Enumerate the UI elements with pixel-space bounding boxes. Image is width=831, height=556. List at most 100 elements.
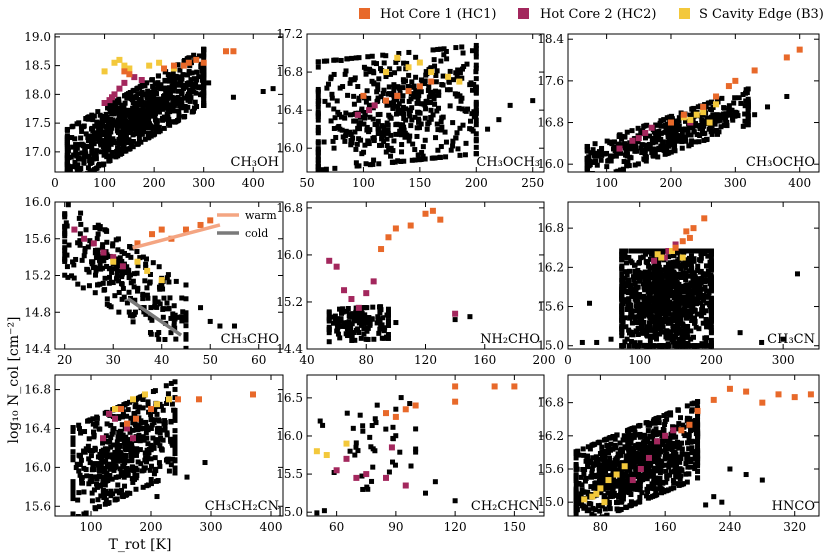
point-bulk bbox=[651, 479, 657, 485]
point-b3 bbox=[134, 258, 141, 265]
point-bulk bbox=[664, 305, 670, 311]
point-bulk bbox=[176, 108, 182, 114]
point-bulk bbox=[665, 139, 671, 145]
point-bulk bbox=[658, 290, 664, 296]
point-bulk bbox=[114, 123, 120, 129]
point-bulk bbox=[114, 107, 120, 113]
point-bulk bbox=[454, 74, 460, 80]
point-bulk bbox=[379, 322, 385, 328]
point-bulk bbox=[116, 100, 122, 106]
point-bulk bbox=[91, 429, 97, 435]
point-bulk bbox=[685, 303, 691, 309]
point-bulk bbox=[330, 138, 336, 144]
point-bulk bbox=[71, 275, 77, 281]
point-bulk bbox=[639, 451, 645, 457]
point-bulk bbox=[406, 98, 412, 104]
point-bulk bbox=[696, 139, 702, 145]
point-bulk bbox=[684, 309, 690, 315]
point-bulk bbox=[351, 93, 357, 99]
point-bulk bbox=[579, 482, 585, 488]
point-bulk bbox=[635, 267, 641, 273]
point-bulk bbox=[206, 80, 212, 86]
point-bulk bbox=[671, 269, 677, 275]
point-bulk bbox=[87, 460, 93, 466]
point-bulk bbox=[108, 153, 114, 159]
y-tick-label: 16.0 bbox=[276, 429, 303, 443]
point-bulk bbox=[423, 72, 429, 78]
point-bulk bbox=[387, 66, 393, 72]
point-bulk bbox=[95, 461, 101, 467]
point-bulk bbox=[367, 127, 373, 133]
point-hc1 bbox=[175, 396, 181, 403]
point-bulk bbox=[389, 159, 395, 165]
point-bulk bbox=[695, 441, 701, 447]
point-bulk bbox=[684, 330, 690, 336]
point-bulk bbox=[125, 252, 131, 258]
point-bulk bbox=[737, 330, 743, 336]
point-bulk bbox=[104, 464, 110, 470]
point-bulk bbox=[683, 277, 689, 283]
point-bulk bbox=[110, 428, 116, 434]
point-bulk bbox=[452, 317, 458, 323]
point-bulk bbox=[647, 291, 653, 297]
point-bulk bbox=[126, 275, 132, 281]
point-bulk bbox=[623, 289, 629, 295]
point-bulk bbox=[632, 268, 638, 274]
point-bulk bbox=[98, 448, 104, 454]
point-bulk bbox=[684, 314, 690, 320]
point-bulk bbox=[658, 293, 664, 299]
point-b3 bbox=[112, 406, 118, 413]
point-bulk bbox=[594, 162, 600, 168]
point-bulk bbox=[371, 70, 377, 76]
point-bulk bbox=[383, 74, 389, 80]
point-bulk bbox=[95, 222, 101, 228]
point-bulk bbox=[114, 140, 120, 146]
point-bulk bbox=[682, 328, 688, 334]
point-bulk bbox=[633, 298, 639, 304]
point-bulk bbox=[450, 120, 456, 126]
point-bulk bbox=[101, 161, 107, 167]
point-bulk bbox=[416, 119, 422, 125]
point-bulk bbox=[668, 149, 674, 155]
point-bulk bbox=[118, 141, 124, 147]
point-bulk bbox=[127, 90, 133, 96]
point-bulk bbox=[144, 285, 150, 291]
point-bulk bbox=[743, 98, 749, 104]
point-bulk bbox=[352, 452, 358, 458]
point-bulk bbox=[101, 287, 107, 293]
point-bulk bbox=[615, 141, 621, 147]
point-bulk bbox=[129, 445, 135, 451]
point-bulk bbox=[622, 134, 628, 140]
point-hc1 bbox=[383, 97, 389, 104]
point-bulk bbox=[694, 284, 700, 290]
point-bulk bbox=[355, 83, 361, 89]
point-bulk bbox=[139, 89, 145, 95]
point-bulk bbox=[601, 494, 607, 500]
point-bulk bbox=[423, 490, 428, 496]
point-bulk bbox=[83, 171, 89, 172]
point-bulk bbox=[696, 326, 702, 332]
point-hc2 bbox=[110, 254, 117, 261]
point-bulk bbox=[660, 427, 666, 433]
point-bulk bbox=[175, 62, 181, 68]
point-bulk bbox=[135, 91, 141, 97]
point-bulk bbox=[670, 301, 676, 307]
point-bulk bbox=[81, 465, 87, 471]
point-bulk bbox=[102, 147, 108, 153]
point-bulk bbox=[143, 419, 149, 425]
point-bulk bbox=[391, 96, 397, 102]
panel-label: CH₃OH bbox=[231, 155, 280, 170]
point-bulk bbox=[393, 59, 399, 65]
point-bulk bbox=[678, 127, 684, 133]
point-bulk bbox=[172, 470, 178, 476]
x-tick-label: 50 bbox=[203, 353, 218, 367]
point-bulk bbox=[463, 140, 469, 146]
point-bulk bbox=[385, 127, 391, 133]
point-bulk bbox=[188, 95, 194, 101]
point-hc1 bbox=[686, 234, 693, 241]
point-bulk bbox=[667, 316, 673, 322]
point-bulk bbox=[90, 464, 96, 470]
point-bulk bbox=[649, 139, 655, 145]
point-bulk bbox=[426, 119, 432, 125]
